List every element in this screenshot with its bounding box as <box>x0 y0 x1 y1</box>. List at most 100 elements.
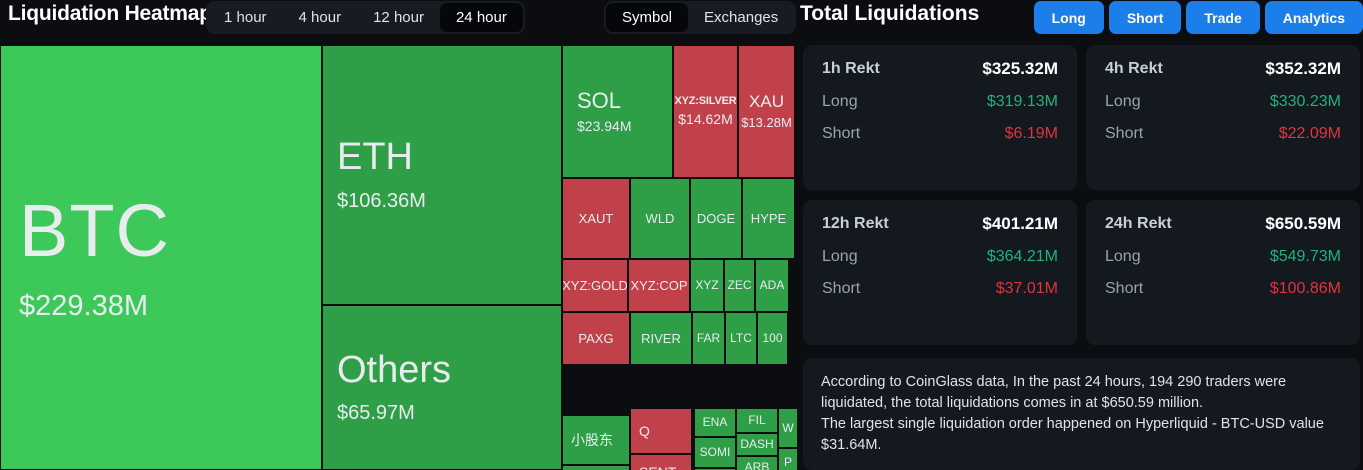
treemap-tile[interactable]: PAXG <box>562 312 630 365</box>
treemap-tile[interactable]: XAUT <box>562 178 630 259</box>
stat-card-12h-rekt: 12h Rekt $401.21M Long $364.21M Short $37.01M <box>803 200 1077 345</box>
tile-symbol: XYZ <box>695 278 719 293</box>
stat-title: 1h Rekt <box>822 60 880 77</box>
tile-value: $106.36M <box>337 189 426 212</box>
trade-button[interactable]: Trade <box>1186 1 1260 34</box>
total-liquidations-title: Total Liquidations <box>800 2 980 25</box>
treemap-tile[interactable]: HYPE <box>742 178 795 259</box>
treemap-tile[interactable]: ADA <box>755 259 789 312</box>
description-line-1: According to CoinGlass data, In the past… <box>821 374 1287 412</box>
treemap-tile[interactable]: 小股东 <box>562 415 630 465</box>
treemap-tile[interactable]: ARB <box>736 456 778 470</box>
tile-symbol: XAU <box>749 91 784 111</box>
treemap-tile[interactable]: DOGE <box>690 178 742 259</box>
treemap-tile[interactable]: RIVER <box>630 312 692 365</box>
treemap-tile[interactable]: XYZ:GOLD <box>562 259 628 312</box>
treemap-tile[interactable]: XYZ:SILVER $14.62M <box>673 45 738 178</box>
tile-symbol: XYZ:COP <box>630 277 688 293</box>
tile-symbol: ETH <box>337 136 413 179</box>
tile-value: $65.97M <box>337 402 415 425</box>
stat-row: Long $319.13M <box>822 93 1058 111</box>
tab-label: 4 hour <box>298 9 342 26</box>
treemap-tile[interactable]: ETH $106.36M <box>322 45 562 305</box>
stat-short-label: Short <box>822 125 861 142</box>
long-button[interactable]: Long <box>1033 1 1104 34</box>
treemap-tile[interactable]: LTC <box>725 312 757 365</box>
stat-short-label: Short <box>1105 125 1144 142</box>
treemap-tile[interactable]: WLD <box>630 178 690 259</box>
treemap-tile[interactable]: FIL <box>736 408 778 433</box>
stat-short-value: $6.19M <box>1004 125 1058 142</box>
tile-symbol: ENA <box>702 415 728 430</box>
stat-total-value: $352.32M <box>1265 59 1341 78</box>
stat-total-value: $325.32M <box>982 59 1058 78</box>
stat-total-value: $401.21M <box>982 214 1058 233</box>
treemap-tile[interactable]: XPL <box>694 468 736 470</box>
stat-title: 4h Rekt <box>1105 60 1163 77</box>
time-range-tab-group: 1 hour 4 hour 12 hour 24 hour <box>206 1 525 34</box>
stat-row: Short $22.09M <box>1105 125 1341 143</box>
stat-long-value: $330.23M <box>1269 93 1341 110</box>
stat-long-label: Long <box>822 93 858 110</box>
tile-value: $14.62M <box>678 110 733 127</box>
tile-symbol: Others <box>337 348 452 391</box>
tab-label: 1 hour <box>224 9 267 26</box>
stat-row: Long $549.73M <box>1105 248 1341 266</box>
treemap-tile[interactable]: SOMI <box>694 437 736 468</box>
treemap-tile[interactable]: SOL $23.94M <box>562 45 673 178</box>
treemap-tile[interactable]: Others $65.97M <box>322 305 562 470</box>
tab-24-hour[interactable]: 24 hour <box>439 3 523 32</box>
stat-short-value: $100.86M <box>1269 280 1341 297</box>
treemap-tile[interactable]: XYZ <box>690 259 724 312</box>
stat-long-value: $549.73M <box>1269 248 1341 265</box>
stat-row: Long $330.23M <box>1105 93 1341 111</box>
tab-exchanges[interactable]: Exchanges <box>688 3 794 32</box>
stat-row: Short $37.01M <box>822 280 1058 298</box>
tab-4-hour[interactable]: 4 hour <box>283 3 358 32</box>
tile-symbol: 100 <box>762 331 783 346</box>
tile-symbol: ARB <box>744 459 770 470</box>
short-button[interactable]: Short <box>1108 1 1182 34</box>
tile-symbol: WLD <box>645 210 675 226</box>
treemap-tile[interactable]: XAU $13.28M <box>738 45 795 178</box>
tab-symbol[interactable]: Symbol <box>606 3 689 32</box>
stat-long-label: Long <box>822 248 858 265</box>
tile-symbol: FIL <box>748 413 766 428</box>
treemap-tile[interactable]: ZEC <box>724 259 755 312</box>
tile-symbol: FAR <box>696 331 721 346</box>
stat-card-1h-rekt: 1h Rekt $325.32M Long $319.13M Short $6.19M <box>803 45 1077 190</box>
stat-row: 24h Rekt $650.59M <box>1105 214 1341 234</box>
view-mode-tab-group: Symbol Exchanges <box>604 1 797 34</box>
stat-short-label: Short <box>822 280 861 297</box>
treemap-tile[interactable]: XYZ:COP <box>628 259 690 312</box>
liquidation-treemap: BTC $229.38M ETH $106.36M Others $65.97M SOL $2… <box>0 45 798 470</box>
treemap-tile[interactable]: BTC $229.38M <box>0 45 322 470</box>
treemap-tile[interactable]: SUI <box>562 465 630 470</box>
treemap-tile[interactable]: ENA <box>694 408 736 437</box>
stat-total-value: $650.59M <box>1265 214 1341 233</box>
tile-symbol: BTC <box>19 188 170 272</box>
tile-value: $13.28M <box>741 114 792 130</box>
stat-long-value: $319.13M <box>986 93 1058 110</box>
treemap-tile[interactable]: FAR <box>692 312 725 365</box>
stat-row: 12h Rekt $401.21M <box>822 214 1058 234</box>
treemap-tile[interactable]: Q <box>630 408 692 454</box>
tile-value: $23.94M <box>577 117 632 134</box>
treemap-tile[interactable]: DASH <box>736 433 778 456</box>
stat-long-label: Long <box>1105 248 1141 265</box>
tab-12-hour[interactable]: 12 hour <box>357 3 440 32</box>
treemap-tile[interactable]: W <box>778 408 798 448</box>
stat-card-4h-rekt: 4h Rekt $352.32M Long $330.23M Short $22.09M <box>1086 45 1360 190</box>
treemap-tile[interactable]: SENT <box>630 454 692 470</box>
right-panel: 1h Rekt $325.32M Long $319.13M Short $6.19M 4h… <box>800 45 1363 470</box>
treemap-tile[interactable]: 100 <box>757 312 788 365</box>
tile-symbol: W <box>782 420 794 435</box>
stat-long-label: Long <box>1105 93 1141 110</box>
description-card: According to CoinGlass data, In the past… <box>803 358 1360 470</box>
treemap-tile[interactable]: P <box>778 448 798 470</box>
tile-symbol: 小股东 <box>571 431 613 448</box>
tile-symbol: DASH <box>740 437 774 452</box>
tab-1-hour[interactable]: 1 hour <box>208 3 283 32</box>
analytics-button[interactable]: Analytics <box>1264 1 1363 34</box>
tile-symbol: XYZ:GOLD <box>562 277 628 293</box>
